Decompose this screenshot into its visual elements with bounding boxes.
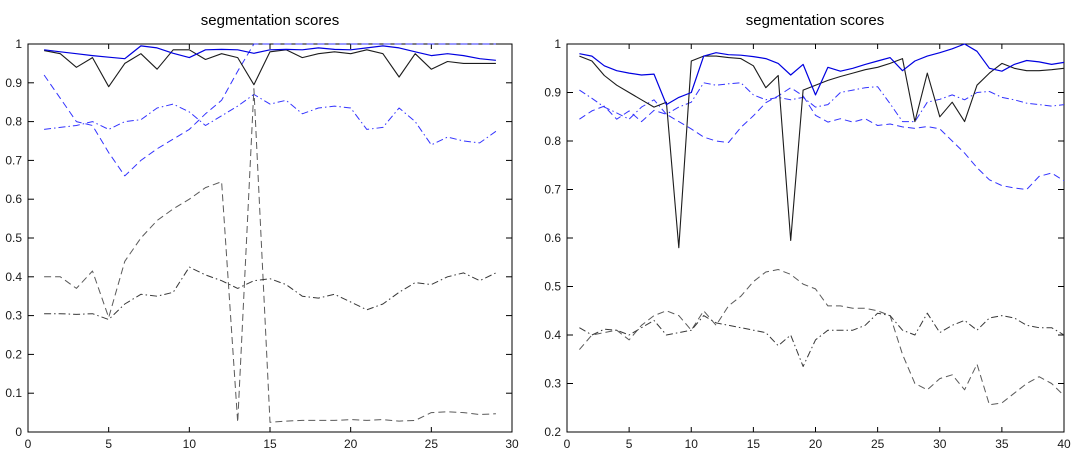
- y-tick-label: 0.8: [544, 134, 561, 148]
- x-tick-label: 20: [809, 437, 823, 451]
- x-tick-label: 5: [105, 437, 112, 451]
- y-tick-label: 1: [554, 37, 561, 51]
- right-chart-title: segmentation scores: [746, 12, 884, 29]
- x-tick-label: 20: [344, 437, 358, 451]
- series-line-black-dashed: [579, 269, 1065, 406]
- plot-border: [566, 43, 1065, 433]
- x-tick-label: 5: [626, 437, 633, 451]
- right-plot-svg: segmentation scores 0 5 10 15 20 25 30 35 400.20…: [544, 12, 1071, 451]
- x-tick-label: 0: [25, 437, 32, 451]
- y-tick-label: 0.4: [544, 328, 561, 342]
- plot-border: [27, 43, 513, 433]
- series-line-black-solid: [43, 49, 496, 88]
- y-tick-label: 0.2: [5, 347, 22, 361]
- y-tick-label: 0.3: [5, 309, 22, 323]
- y-tick-label: 0.5: [544, 280, 561, 294]
- y-tick-label: 0.7: [5, 153, 22, 167]
- y-tick-label: 0.4: [5, 270, 22, 284]
- right-chart-series: [579, 43, 1065, 406]
- series-line-blue-dashed: [43, 43, 496, 177]
- y-tick-label: 0.9: [544, 86, 561, 100]
- x-tick-label: 0: [564, 437, 571, 451]
- x-tick-label: 15: [747, 437, 761, 451]
- y-tick-label: 1: [15, 37, 22, 51]
- left-plot-svg: segmentation scores 0 5 10 15 20 25 3000.10.20…: [5, 12, 519, 451]
- left-chart-axes: 0 5 10 15 20 25 30 0 0.1 0.2 0.3 0.4 0.5 0.6 0.7 0.8 0.9…: [5, 37, 519, 451]
- series-line-black-dashdot: [579, 312, 1065, 367]
- y-tick-label: 0.3: [544, 377, 561, 391]
- y-tick-label: 0.6: [5, 192, 22, 206]
- y-tick-label: 0.9: [5, 76, 22, 90]
- x-tick-label: 10: [183, 437, 197, 451]
- x-tick-label: 30: [505, 437, 519, 451]
- series-line-blue-solid: [44, 45, 496, 61]
- y-tick-label: 0.5: [5, 231, 22, 245]
- x-tick-label: 40: [1057, 437, 1071, 451]
- left-chart-series: [43, 43, 497, 423]
- y-tick-label: 0.2: [544, 425, 561, 439]
- y-tick-label: 0.6: [544, 231, 561, 245]
- y-tick-label: 0.7: [544, 183, 561, 197]
- y-tick-label: 0: [15, 425, 22, 439]
- x-tick-label: 25: [425, 437, 439, 451]
- series-line-blue-dashed: [579, 87, 1065, 190]
- left-chart: segmentation scores 0 5 10 15 20 25 30 0 0.1 0.2 0…: [5, 12, 519, 451]
- series-line-blue-dashdot: [579, 82, 1065, 123]
- series-line-blue-solid: [579, 43, 1065, 106]
- x-tick-label: 35: [995, 437, 1009, 451]
- x-tick-label: 25: [871, 437, 885, 451]
- x-tick-label: 30: [933, 437, 947, 451]
- series-line-black-solid: [579, 55, 1065, 249]
- series-line-black-dashdot: [44, 266, 497, 320]
- right-chart: segmentation scores 0 5 10 15 20 25 30 35 40 0.2 0…: [539, 0, 1078, 461]
- x-tick-label: 10: [685, 437, 699, 451]
- right-chart-axes: 0 5 10 15 20 25 30 35 40 0.2 0.3 0.4 0.5 0.6 0.7 0.8 0.9…: [544, 37, 1071, 451]
- y-tick-label: 0.1: [5, 386, 22, 400]
- left-chart-title: segmentation scores: [201, 12, 339, 29]
- x-tick-label: 15: [263, 437, 277, 451]
- series-line-blue-dashdot: [44, 93, 497, 146]
- series-line-black-dashed: [44, 88, 496, 423]
- y-tick-label: 0.8: [5, 115, 22, 129]
